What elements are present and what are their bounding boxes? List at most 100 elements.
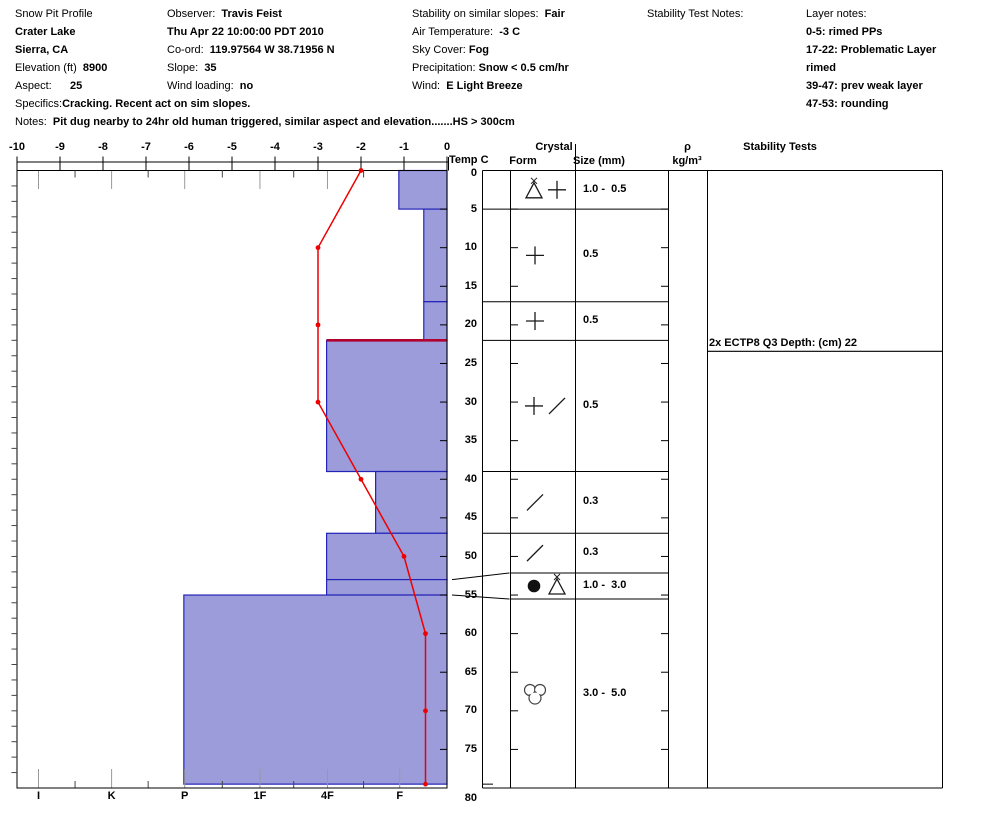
header-line-c1-r2: Co-ord: 119.97564 W 38.71956 N bbox=[167, 44, 335, 56]
grain-size-value: 1.0 - 3.0 bbox=[583, 579, 627, 591]
hardness-axis-label: I bbox=[36, 790, 41, 802]
crystal-rimed-x-icon bbox=[553, 573, 561, 581]
grain-size-value: 0.5 bbox=[583, 314, 599, 327]
hardness-axis-label: 4F bbox=[321, 790, 334, 802]
header-line-c2-r4: Wind: E Light Breeze bbox=[412, 80, 523, 92]
depth-axis-label: 25 bbox=[464, 356, 477, 369]
temp-axis-tick-label: -10 bbox=[9, 141, 25, 153]
temp-point bbox=[401, 554, 407, 559]
grain-size-value: 0.3 bbox=[583, 546, 599, 559]
header-line-c2-r3: Precipitation: Snow < 0.5 cm/hr bbox=[412, 62, 569, 74]
temp-point bbox=[315, 322, 321, 328]
thin-layer-leader bbox=[451, 594, 510, 600]
temp-axis-title: Temp C bbox=[449, 154, 489, 166]
header-line-c2-r0: Stability on similar slopes: Fair bbox=[412, 8, 565, 20]
crystal-rimed-x-icon bbox=[530, 177, 538, 185]
size-header: Size (mm) bbox=[573, 155, 625, 167]
hardness-axis-label: P bbox=[181, 790, 189, 802]
layer-bar-0 bbox=[398, 169, 448, 210]
crystal-cluster-icon bbox=[530, 693, 540, 703]
layer-bar-7 bbox=[183, 594, 448, 785]
depth-axis-label: 35 bbox=[464, 434, 477, 447]
header-line-c1-r4: Wind loading: no bbox=[167, 80, 254, 92]
crystal-header: Crystal bbox=[535, 141, 573, 153]
temp-axis-tick-label: -7 bbox=[141, 141, 151, 153]
layer-bar-5 bbox=[326, 532, 448, 581]
grain-size-value: 1.0 - 0.5 bbox=[583, 182, 627, 195]
depth-axis-label: 45 bbox=[464, 511, 477, 524]
layer-bar-4 bbox=[375, 470, 448, 534]
header-line-c0-r6: Notes: Pit dug nearby to 24hr old human … bbox=[15, 116, 515, 128]
header-line-c1-r3: Slope: 35 bbox=[167, 62, 217, 74]
depth-axis-label: 75 bbox=[464, 742, 477, 755]
depth-axis-label: 10 bbox=[464, 241, 477, 254]
crystal-cluster-icon bbox=[535, 685, 545, 695]
crystal-slash-icon bbox=[526, 493, 544, 511]
stability-tests-header: Stability Tests bbox=[743, 141, 817, 153]
header-line-c0-r0: Snow Pit Profile bbox=[15, 8, 93, 20]
grain-size-value: 3.0 - 5.0 bbox=[583, 686, 627, 699]
header-line-c4-r5: 47-53: rounding bbox=[806, 98, 889, 110]
header-line-c4-r2: 17-22: Problematic Layer bbox=[806, 44, 937, 56]
temp-point bbox=[315, 245, 321, 251]
crystal-slash-icon bbox=[548, 397, 566, 415]
form-header: Form bbox=[509, 155, 537, 167]
depth-axis-label: 60 bbox=[464, 627, 477, 640]
temp-axis-tick-label: -2 bbox=[356, 141, 366, 153]
thin-layer-leader bbox=[451, 572, 510, 581]
hardness-axis-label: 1F bbox=[253, 790, 267, 802]
crystal-round-dot-icon bbox=[527, 579, 541, 593]
depth-axis-label: 40 bbox=[464, 472, 477, 485]
header-line-c2-r1: Air Temperature: -3 C bbox=[412, 26, 521, 38]
depth-axis-label: 30 bbox=[464, 395, 477, 408]
depth-axis-label: 20 bbox=[464, 318, 477, 331]
temp-point bbox=[423, 708, 428, 714]
crystal-rimed-triangle-icon bbox=[547, 577, 567, 595]
temp-axis-tick-label: -6 bbox=[184, 141, 194, 153]
header-line-c1-r1: Thu Apr 22 10:00:00 PDT 2010 bbox=[167, 26, 324, 38]
temp-axis-tick-label: -9 bbox=[55, 141, 65, 153]
hardness-axis-label: K bbox=[107, 790, 116, 802]
header-line-c0-r1: Crater Lake bbox=[15, 26, 76, 38]
crystal-rimed-triangle-icon bbox=[524, 181, 544, 199]
temp-point bbox=[423, 631, 428, 637]
temp-axis-tick-label: -1 bbox=[399, 141, 409, 153]
temp-point bbox=[315, 399, 321, 405]
depth-axis-label: 50 bbox=[464, 549, 477, 562]
depth-axis-label: 65 bbox=[464, 665, 477, 678]
header-line-c0-r5: Specifics:Cracking. Recent act on sim sl… bbox=[15, 98, 251, 110]
header-line-c2-r2: Sky Cover: Fog bbox=[412, 44, 490, 56]
temp-axis-tick-label: -4 bbox=[270, 141, 280, 153]
hardness-axis-label: F bbox=[396, 790, 404, 802]
crystal-cluster-icon bbox=[525, 685, 535, 695]
layer-bar-6 bbox=[326, 578, 448, 596]
layer-bar-3 bbox=[326, 339, 448, 473]
depth-axis-label: 15 bbox=[464, 279, 477, 292]
crystal-slash-icon bbox=[526, 544, 544, 562]
temp-point bbox=[358, 476, 364, 482]
temp-point bbox=[358, 168, 364, 173]
header-line-c4-r1: 0-5: rimed PPs bbox=[806, 26, 883, 38]
header-line-c0-r4: Aspect: 25 bbox=[15, 80, 83, 92]
depth-axis-label: 80 bbox=[464, 792, 477, 804]
grain-size-value: 0.5 bbox=[583, 398, 599, 411]
temp-axis-tick-label: -3 bbox=[313, 141, 323, 153]
header-line-c0-r2: Sierra, CA bbox=[15, 44, 69, 56]
grain-size-value: 0.3 bbox=[583, 495, 599, 508]
header-line-c3-r0: Stability Test Notes: bbox=[647, 8, 744, 20]
grain-size-value: 0.5 bbox=[583, 248, 599, 261]
temp-axis-tick-label: -8 bbox=[98, 141, 108, 153]
header-line-c1-r0: Observer: Travis Feist bbox=[167, 8, 282, 20]
temp-axis-tick-label: -5 bbox=[227, 141, 237, 153]
header-line-c4-r4: 39-47: prev weak layer bbox=[806, 80, 923, 92]
depth-axis-label: 0 bbox=[470, 166, 477, 179]
depth-axis-label: 5 bbox=[470, 202, 477, 215]
header-line-c4-r3: rimed bbox=[806, 62, 836, 74]
temp-axis-tick-label: 0 bbox=[443, 141, 451, 153]
stability-test-result: 2x ECTP8 Q3 Depth: (cm) 22 bbox=[709, 336, 857, 349]
density-header: ρ bbox=[684, 141, 691, 153]
header-line-c0-r3: Elevation (ft) 8900 bbox=[15, 62, 108, 74]
depth-axis-label: 70 bbox=[464, 704, 477, 717]
